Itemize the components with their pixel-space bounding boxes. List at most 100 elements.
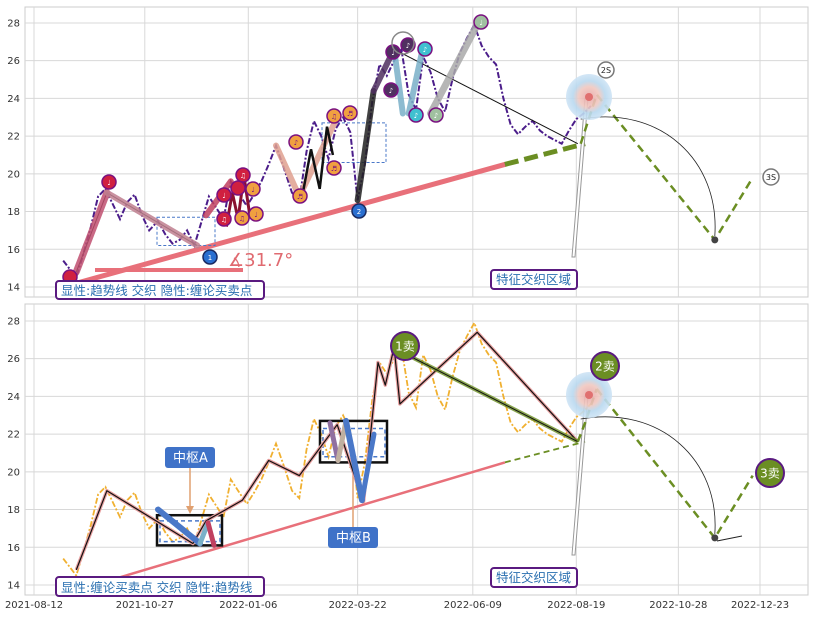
forecast-line	[595, 388, 754, 541]
y-tick-label: 26	[7, 56, 20, 67]
top-legend-text: 显性:趋势线 交织 隐性:缠论买卖点	[61, 283, 252, 298]
y-tick-label: 28	[7, 18, 20, 29]
buy-marker	[351, 203, 367, 219]
point-marker-label: ♪	[406, 42, 410, 50]
point-marker-label: ♫	[221, 216, 227, 224]
point-marker-label: ♩	[222, 192, 225, 200]
sell-marker	[755, 458, 785, 488]
point-marker	[101, 174, 117, 190]
buy-marker	[202, 249, 218, 265]
sell-marker-label: 1卖	[395, 340, 415, 354]
bottom-price-line	[62, 320, 592, 578]
label-arrow-head	[186, 506, 194, 514]
bottom-legend-box	[55, 576, 265, 597]
trend-line-up	[73, 161, 508, 286]
y-tick-label: 24	[7, 94, 20, 105]
bottom-bi-strokes	[74, 330, 580, 571]
buy-marker-label: 2	[357, 208, 361, 216]
point-marker-label: ♪	[294, 139, 298, 147]
top-panel: 14 16 18 20 22 24 26 28 ♩ 1 ♫ ♩ ♫ ♫ ♩ ♩ ♪ ♬ ♫ ♬ ♬ 2 ♩ ♪ ♪ ♪ ♪ ♪ ♩ 2S…	[7, 6, 809, 300]
trend-line-extension	[504, 440, 586, 464]
trend-segment	[393, 48, 578, 145]
trend-line-extension	[504, 141, 586, 167]
top-legend-box	[55, 280, 265, 300]
point-marker	[230, 180, 246, 196]
y-tick-label: 28	[7, 316, 20, 327]
sell-marker-label: 3S	[766, 173, 776, 182]
y-tick-label: 16	[7, 543, 20, 554]
top-markers: ♩ 1 ♫ ♩ ♫ ♫ ♩ ♩ ♪ ♬ ♫ ♬ ♬ 2 ♩ ♪ ♪ ♪ ♪ ♪ ♩ 2S 3S	[62, 14, 780, 285]
x-tick-label: 2021-10-27	[116, 600, 174, 611]
buy-marker-label: 1	[208, 254, 212, 262]
point-marker	[288, 134, 304, 150]
point-marker	[342, 105, 358, 121]
point-marker-label: ♩	[107, 179, 110, 187]
zhongshu-b-label: 中枢B	[336, 531, 371, 546]
point-marker-label: ♩	[251, 186, 254, 194]
target-point	[585, 93, 593, 101]
forecast-line	[579, 92, 754, 242]
bottom-legend-text: 显性:缠论买卖点 交织 隐性:趋势线	[61, 580, 253, 595]
zhongshu-a-label: 中枢A	[173, 451, 208, 466]
bi-stroke	[103, 189, 201, 249]
trend-line-up	[106, 461, 506, 583]
point-marker-label: ♫	[239, 215, 245, 223]
y-tick-label: 20	[7, 467, 20, 478]
sell-marker-label: 2卖	[595, 360, 615, 374]
zhongshu-b-label-box	[328, 527, 378, 548]
y-tick-label: 18	[7, 505, 20, 516]
price-series	[62, 22, 592, 280]
sub-stroke	[155, 506, 203, 547]
top-trend-lines	[73, 97, 589, 286]
point-marker-label: ♩	[254, 211, 257, 219]
point-marker	[245, 181, 261, 197]
bottom-markers: 1卖 2卖 3卖	[390, 331, 785, 542]
point-marker	[216, 187, 232, 203]
bi-stroke	[354, 87, 377, 204]
bi-line	[399, 350, 578, 443]
point-marker-label: ♬	[331, 165, 337, 173]
x-tick-labels: 2021-08-12 2021-10-27 2022-01-06 2022-03-22…	[5, 600, 789, 611]
sell-marker	[762, 168, 780, 186]
top-y-tick-labels: 14 16 18 20 22 24 26 28	[7, 18, 20, 293]
sub-stroke	[205, 520, 217, 548]
zhongshu-box-a	[155, 513, 224, 547]
forecast-point	[711, 236, 719, 244]
x-tick-label: 2022-12-23	[731, 600, 789, 611]
point-marker	[292, 188, 308, 204]
point-marker-label: ♬	[297, 193, 303, 201]
point-marker-label: ♫	[240, 172, 246, 180]
bi-stroke	[300, 126, 335, 197]
y-tick-label: 18	[7, 207, 20, 218]
x-tick-label: 2022-08-19	[547, 600, 605, 611]
point-marker	[216, 211, 232, 227]
forecast-tick	[716, 535, 743, 542]
y-tick-label: 22	[7, 430, 20, 441]
x-tick-label: 2021-08-12	[5, 600, 63, 611]
forecast-point	[711, 534, 719, 542]
point-marker-label: ♫	[331, 113, 337, 121]
y-tick-label: 22	[7, 132, 20, 143]
point-marker	[408, 107, 424, 123]
y-tick-label: 24	[7, 392, 20, 403]
bottom-y-tick-labels: 14 16 18 20 22 24 26 28	[7, 316, 20, 591]
forecast-curve	[580, 416, 716, 535]
target-point	[585, 391, 593, 399]
sell-marker-label: 2S	[601, 66, 611, 75]
point-marker-label: ♩	[479, 19, 482, 27]
zhongshu-inner-a	[159, 520, 221, 543]
sub-stroke	[343, 417, 365, 504]
point-marker-label: ♪	[434, 112, 438, 120]
y-tick-label: 16	[7, 245, 20, 256]
y-tick-label: 14	[7, 581, 20, 592]
ring-marker	[391, 31, 415, 55]
zhongshu-a-label-box	[165, 447, 215, 468]
x-tick-label: 2022-03-22	[329, 600, 387, 611]
point-marker	[473, 14, 489, 30]
point-marker-label: ♬	[347, 110, 353, 118]
bi-stroke	[273, 142, 303, 200]
top-plot-area	[24, 6, 809, 298]
top-zone-text: 特征交织区域	[496, 272, 571, 287]
point-marker-label: ♪	[414, 112, 418, 120]
